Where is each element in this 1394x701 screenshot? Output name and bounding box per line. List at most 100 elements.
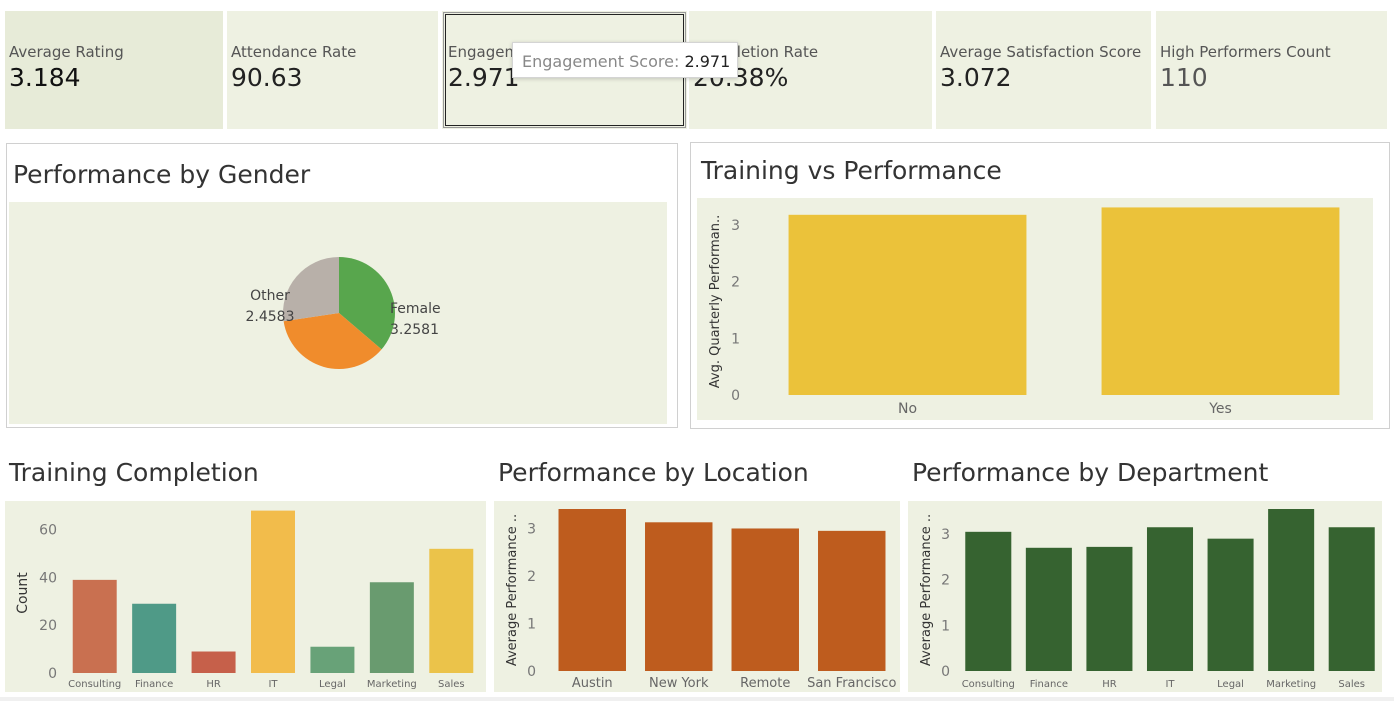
bar-san-francisco[interactable] <box>818 530 886 671</box>
x-tick-label: No <box>898 401 917 417</box>
pie-value-label: 3.2581 <box>390 322 439 338</box>
location-title: Performance by Location <box>498 458 809 487</box>
pie-slice-male[interactable] <box>283 313 382 369</box>
gender-title: Performance by Gender <box>13 160 311 189</box>
bar-yes[interactable] <box>1101 207 1340 395</box>
x-tick-label: HR <box>1102 679 1117 690</box>
x-tick-label: Legal <box>319 679 346 690</box>
bar-marketing[interactable] <box>369 582 414 673</box>
kpi-average-rating[interactable]: Average Rating 3.184 <box>5 11 223 129</box>
bar-finance[interactable] <box>132 603 177 673</box>
bar-sales[interactable] <box>1328 527 1375 671</box>
training-vs-performance-plot[interactable]: Avg. Quarterly Performan.. 0 1 2 3 No Yes <box>697 198 1373 420</box>
kpi-value: 110 <box>1160 63 1208 92</box>
training-vs-performance-panel: Training vs Performance Avg. Quarterly P… <box>690 142 1390 429</box>
pie-label: Female <box>390 301 441 317</box>
bottom-scroll-strip <box>0 697 1394 701</box>
y-tick-label: 1 <box>731 331 740 347</box>
bar-no[interactable] <box>788 214 1027 395</box>
x-tick-label: Yes <box>1208 401 1232 417</box>
kpi-value: 2.971 <box>448 63 520 92</box>
bar-austin[interactable] <box>558 509 626 671</box>
x-tick-label: Consulting <box>962 679 1015 690</box>
bar-legal[interactable] <box>1207 538 1254 671</box>
kpi-label: Attendance Rate <box>231 43 357 61</box>
bar-marketing[interactable] <box>1268 509 1315 671</box>
pie-slice-other[interactable] <box>283 257 339 322</box>
bar-finance[interactable] <box>1025 547 1072 671</box>
bar-consulting[interactable] <box>72 579 117 673</box>
gender-panel: Performance by Gender Female3.2581Male3.… <box>6 143 678 428</box>
department-plot[interactable]: Average Performance .. 0 1 2 3 Consulting Fina… <box>908 501 1382 692</box>
x-tick-label: Consulting <box>68 679 121 690</box>
kpi-label: High Performers Count <box>1160 43 1331 61</box>
y-axis-title: Count <box>15 572 31 614</box>
bar-hr[interactable] <box>191 651 236 673</box>
location-chart[interactable]: Average Performance .. 0 1 2 3 Austin New York… <box>494 501 900 692</box>
x-tick-label: Sales <box>438 679 465 690</box>
y-tick-label: 20 <box>39 618 57 634</box>
x-tick-label: IT <box>1165 679 1175 690</box>
kpi-high-performers[interactable]: High Performers Count 110 <box>1156 11 1387 129</box>
pie-value-label: 2.4583 <box>246 309 295 325</box>
kpi-average-satisfaction[interactable]: Average Satisfaction Score 3.072 <box>936 11 1151 129</box>
bar-it[interactable] <box>251 510 295 673</box>
tooltip-value: 2.971 <box>684 52 731 71</box>
x-tick-label: Remote <box>740 676 790 691</box>
bar-hr[interactable] <box>1086 546 1133 671</box>
kpi-attendance-rate[interactable]: Attendance Rate 90.63 <box>227 11 438 129</box>
training-completion-title: Training Completion <box>9 458 259 487</box>
y-tick-label: 0 <box>941 664 950 680</box>
y-tick-label: 40 <box>39 570 57 586</box>
y-axis-title: Average Performance .. <box>919 514 934 666</box>
y-axis-title: Average Performance .. <box>505 514 520 666</box>
kpi-label: Average Rating <box>9 43 124 61</box>
bar-legal[interactable] <box>310 646 355 673</box>
y-tick-label: 1 <box>941 618 950 634</box>
y-tick-label: 0 <box>731 388 740 404</box>
y-tick-label: 3 <box>731 218 740 234</box>
department-title: Performance by Department <box>912 458 1269 487</box>
bar-consulting[interactable] <box>965 531 1012 671</box>
bar-remote[interactable] <box>731 528 799 671</box>
x-tick-label: Finance <box>1030 679 1068 690</box>
training-completion-plot[interactable]: Count 0 20 40 60 Consulting Finance HR IT Legal Ma… <box>5 501 486 692</box>
x-tick-label: San Francisco <box>807 676 896 691</box>
x-tick-label: IT <box>268 679 278 690</box>
pie-slice-female[interactable] <box>339 257 396 350</box>
kpi-label: Average Satisfaction Score <box>940 43 1142 61</box>
training-completion-chart[interactable]: Count 0 20 40 60 Consulting Finance HR IT Legal Ma… <box>5 501 486 692</box>
department-chart[interactable]: Average Performance .. 0 1 2 3 Consulting Fina… <box>908 501 1382 692</box>
bar-it[interactable] <box>1146 527 1194 671</box>
kpi-value: 3.184 <box>9 63 81 92</box>
x-tick-label: New York <box>649 676 709 691</box>
y-tick-label: 0 <box>527 664 536 680</box>
y-tick-label: 3 <box>941 527 950 543</box>
bar-new-york[interactable] <box>645 522 713 671</box>
x-tick-label: Austin <box>572 676 613 691</box>
y-axis-title: Avg. Quarterly Performan.. <box>708 215 723 389</box>
x-tick-label: HR <box>206 679 221 690</box>
y-tick-label: 0 <box>48 666 57 682</box>
x-tick-label: Legal <box>1217 679 1244 690</box>
y-tick-label: 3 <box>527 521 536 537</box>
pie-label: Male <box>282 423 315 424</box>
tooltip-label: Engagement Score: <box>522 52 680 71</box>
x-tick-label: Finance <box>135 679 173 690</box>
y-tick-label: 2 <box>941 573 950 589</box>
y-tick-label: 60 <box>39 523 57 539</box>
bar-sales[interactable] <box>429 548 474 673</box>
location-plot[interactable]: Average Performance .. 0 1 2 3 Austin New York… <box>494 501 900 692</box>
engagement-tooltip: Engagement Score: 2.971 <box>512 42 738 78</box>
training-vs-performance-chart[interactable]: Avg. Quarterly Performan.. 0 1 2 3 No Yes <box>697 198 1373 420</box>
y-tick-label: 1 <box>527 616 536 632</box>
kpi-value: 90.63 <box>231 63 303 92</box>
x-tick-label: Sales <box>1338 679 1365 690</box>
pie-label: Other <box>250 288 290 304</box>
y-tick-label: 2 <box>731 275 740 291</box>
y-tick-label: 2 <box>527 569 536 585</box>
x-tick-label: Marketing <box>1266 679 1316 690</box>
x-tick-label: Marketing <box>367 679 417 690</box>
